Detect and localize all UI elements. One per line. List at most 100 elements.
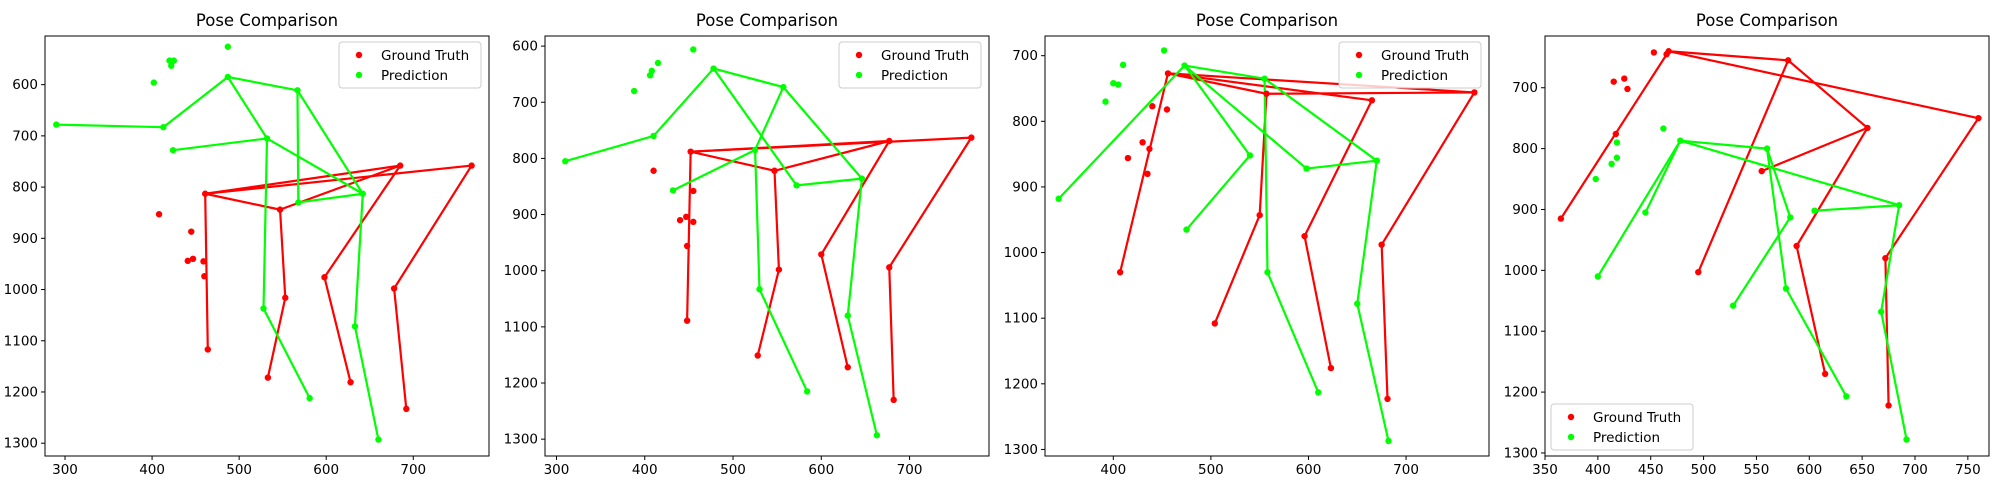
ground-truth-point (687, 148, 694, 155)
legend-box (338, 41, 482, 89)
ground-truth-bone (773, 139, 891, 172)
y-tick-label: 1300 (4, 436, 38, 452)
prediction-point (160, 123, 167, 131)
legend: Ground Truth Prediction (1338, 41, 1482, 89)
prediction-point (1787, 214, 1794, 221)
y-tick-label: 800 (1512, 141, 1538, 157)
ground-truth-point (968, 134, 975, 141)
prediction-bone (846, 314, 878, 437)
x-tick-label: 400 (139, 462, 165, 478)
ground-truth-bone (686, 150, 692, 322)
prediction-bone (1596, 139, 1682, 278)
ground-truth-bone (756, 268, 781, 357)
ground-truth-point (1263, 90, 1270, 97)
prediction-bone (1784, 287, 1848, 398)
prediction-point (150, 79, 158, 86)
prediction-point (1246, 152, 1254, 159)
ground-truth-bone (689, 136, 973, 153)
y-tick-label: 700 (512, 95, 538, 111)
ground-truth-point (1864, 124, 1871, 132)
legend: Ground Truth Prediction (338, 41, 482, 89)
prediction-point (1354, 300, 1361, 307)
ground-truth-point (184, 257, 191, 265)
prediction-point (756, 286, 763, 293)
ground-truth-point (1557, 215, 1565, 222)
ground-truth-point (1211, 320, 1218, 327)
ground-truth-bone (1787, 59, 1869, 130)
ground-truth-point (886, 137, 893, 145)
prediction-bone (712, 67, 798, 187)
y-tick-label: 1000 (1504, 263, 1538, 279)
x-tick-label: 450 (1638, 462, 1664, 478)
ground-truth-point (1784, 57, 1792, 64)
prediction-bone (1266, 271, 1320, 394)
prediction-bone (795, 177, 863, 187)
chart-panel-2: Pose Comparison 300 400 500 600 700 600 700 800 9… (504, 11, 990, 478)
prediction-point (1642, 209, 1649, 216)
prediction-bone (353, 192, 364, 328)
x-tick-label: 500 (1691, 462, 1717, 478)
ground-truth-point (1116, 269, 1124, 276)
y-tick-label: 700 (1012, 48, 1038, 64)
ground-truth-point (282, 294, 289, 301)
legend-box (1550, 403, 1694, 451)
prediction-point (1763, 145, 1771, 152)
prediction-bone (564, 134, 655, 163)
x-tick-label: 650 (1849, 462, 1875, 478)
ground-truth-point (201, 190, 209, 197)
prediction-point (648, 67, 656, 75)
prediction-point (1055, 195, 1062, 202)
legend-prediction-marker (855, 71, 863, 79)
chart-panel-4: Pose Comparison 350 400 450 500 550 600 650 700 7… (1504, 11, 1990, 478)
prediction-point (650, 132, 657, 140)
prediction-point (873, 432, 881, 439)
x-tick-label: 500 (226, 462, 252, 478)
ground-truth-point (690, 218, 697, 226)
legend-label: Ground Truth (1381, 48, 1469, 64)
ground-truth-point (1146, 145, 1153, 153)
prediction-point (1660, 125, 1667, 132)
x-tick-label: 400 (1100, 462, 1126, 478)
y-tick-label: 900 (1012, 179, 1038, 195)
y-tick-label: 800 (1012, 114, 1038, 130)
ground-truth-point (321, 274, 328, 281)
prediction-bone (1732, 216, 1792, 307)
x-tick-label: 600 (1796, 462, 1822, 478)
y-tick-label: 1200 (504, 376, 538, 392)
chart-title: Pose Comparison (196, 11, 338, 30)
prediction-bone (758, 288, 809, 393)
x-tick-label: 550 (1744, 462, 1770, 478)
prediction-bone (296, 89, 300, 204)
chart-title: Pose Comparison (1696, 11, 1838, 30)
ground-truth-point (1163, 106, 1171, 113)
ground-truth-point (1124, 154, 1132, 162)
prediction-point (170, 57, 178, 64)
ground-truth-bone (323, 164, 402, 279)
ground-truth-bone (1166, 72, 1268, 95)
ground-truth-bone (1265, 91, 1476, 95)
prediction-point (858, 175, 866, 182)
legend-label: Ground Truth (881, 48, 969, 64)
x-tick-label: 700 (897, 462, 923, 478)
ground-truth-point (155, 211, 163, 218)
y-tick-label: 1300 (1504, 445, 1538, 461)
legend-prediction-marker (355, 71, 363, 79)
x-tick-label: 350 (1532, 462, 1558, 478)
legend-prediction-marker (1567, 433, 1575, 441)
prediction-bone (226, 75, 269, 140)
chart-panel-3: Pose Comparison 400 500 600 700 700 800 900 1000… (1004, 11, 1490, 478)
prediction-point (630, 87, 638, 95)
prediction-bone (265, 137, 364, 195)
ground-truth-bone (393, 287, 408, 410)
prediction-bone (846, 177, 863, 317)
legend: Ground Truth Prediction (838, 41, 982, 89)
legend-ground-truth-marker (855, 51, 863, 59)
ground-truth-point (1301, 232, 1308, 240)
ground-truth-point (204, 346, 211, 353)
y-tick-label: 1200 (1004, 376, 1038, 392)
prediction-point (1903, 436, 1910, 443)
x-tick-label: 400 (632, 462, 658, 478)
ground-truth-point (1144, 170, 1151, 178)
legend-ground-truth-marker (355, 51, 363, 59)
